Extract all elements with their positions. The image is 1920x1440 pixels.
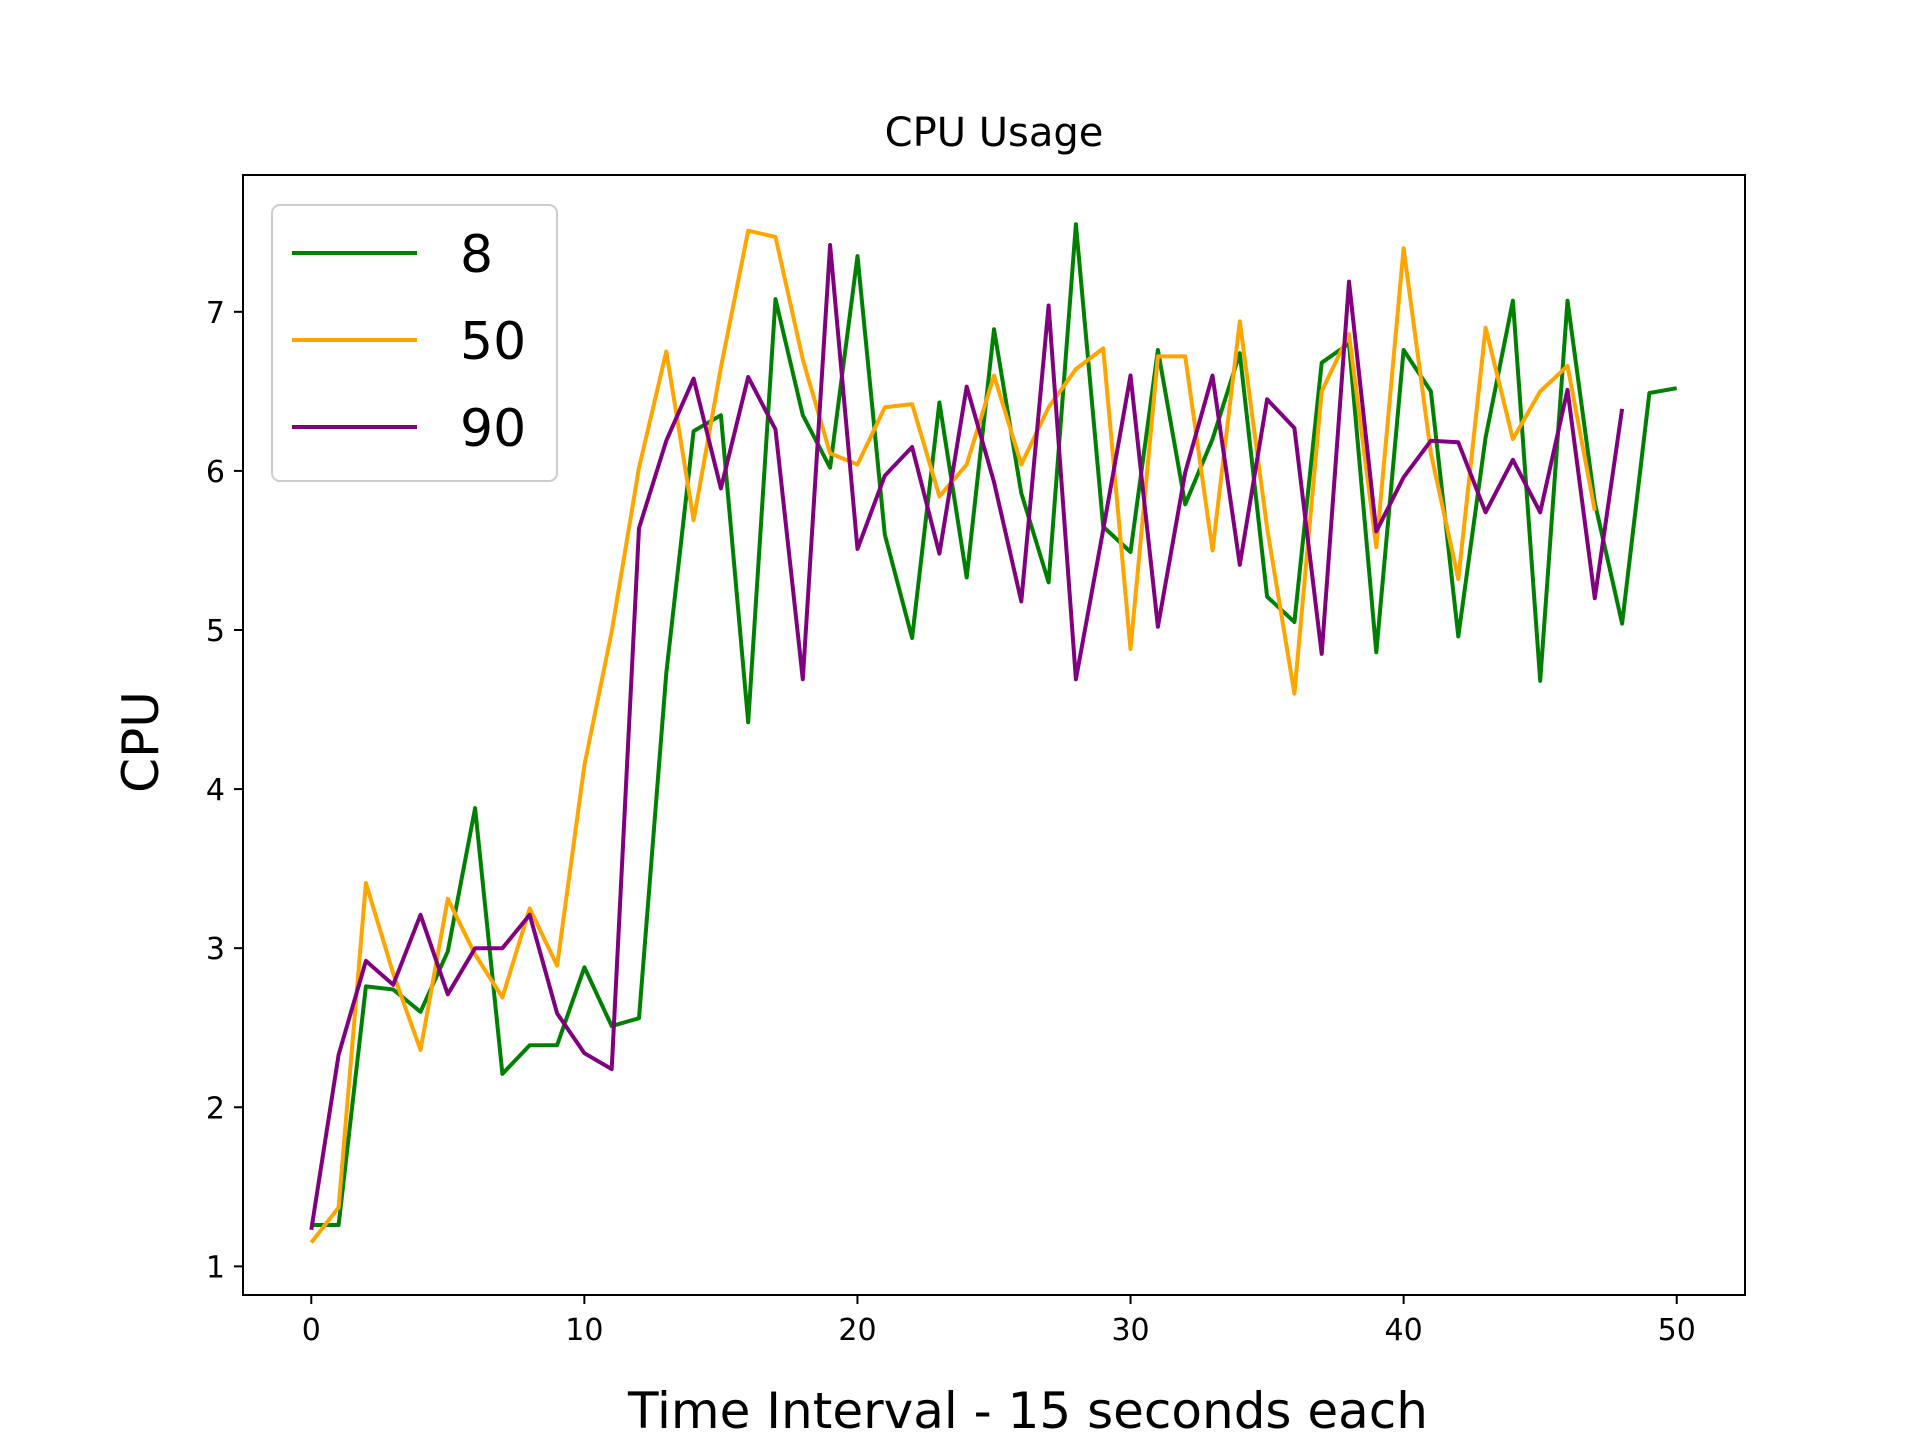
legend-label: 8 [460, 225, 493, 285]
legend-label: 90 [460, 399, 526, 459]
x-tick-label: 0 [302, 1313, 321, 1348]
plot-frame [242, 174, 1746, 1296]
y-tick-label: 6 [206, 455, 225, 490]
chart-title: CPU Usage [885, 110, 1104, 156]
plot-area [309, 222, 1678, 1244]
y-axis: 1 2 3 4 5 6 7 [206, 296, 243, 1285]
x-tick-label: 50 [1658, 1313, 1696, 1348]
legend-label: 50 [460, 312, 526, 372]
x-tick-label: 20 [838, 1313, 876, 1348]
series-line-8 [311, 222, 1678, 1227]
x-axis-title: Time Interval - 15 seconds each [627, 1382, 1428, 1440]
x-tick-label: 40 [1385, 1313, 1423, 1348]
x-axis: 0 10 20 30 40 50 [302, 1295, 1696, 1348]
legend-box [271, 204, 558, 482]
y-tick-label: 5 [206, 614, 225, 649]
legend: 8 50 90 [271, 204, 558, 482]
y-tick-label: 4 [206, 773, 225, 808]
y-tick-label: 7 [206, 296, 225, 331]
x-tick-label: 30 [1111, 1313, 1149, 1348]
y-tick-label: 1 [206, 1250, 225, 1285]
y-tick-label: 3 [206, 932, 225, 967]
y-tick-label: 2 [206, 1091, 225, 1126]
x-tick-label: 10 [565, 1313, 603, 1348]
series-line-90 [309, 243, 1625, 1231]
y-axis-title: CPU [112, 691, 170, 793]
